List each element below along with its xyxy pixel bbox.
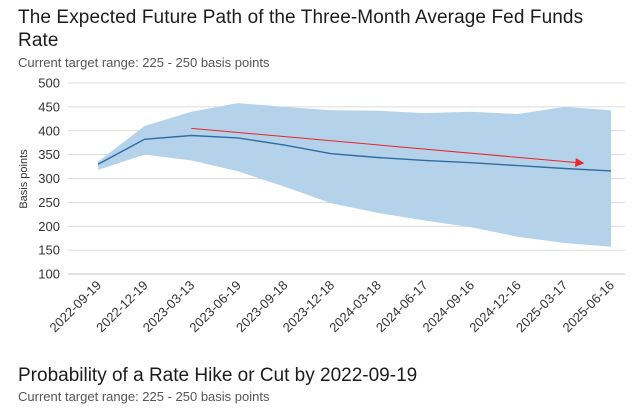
y-tick-label: 500 [38, 76, 60, 91]
fed-funds-path-chart: 100 150 200 250 300 350 400 450 500 Basis points… [18, 76, 625, 336]
trend-arrow-head [575, 157, 585, 167]
y-tick-label: 350 [38, 147, 60, 162]
y-tick-label: 200 [38, 219, 60, 234]
y-tick-label: 100 [38, 267, 60, 282]
y-axis-label: Basis points [18, 149, 30, 209]
y-tick-label: 300 [38, 171, 60, 186]
y-tick-label: 150 [38, 243, 60, 258]
section-title-probability: Probability of a Rate Hike or Cut by 202… [18, 365, 418, 386]
expected-path-line [97, 134, 612, 172]
trend-arrow-shaft [191, 127, 579, 164]
y-tick-label: 250 [38, 195, 60, 210]
section-subtitle-probability: Current target range: 225 - 250 basis po… [18, 389, 270, 404]
chart-title: The Expected Future Path of the Three-Mo… [18, 7, 584, 51]
confidence-band [98, 103, 611, 247]
y-tick-label: 400 [38, 123, 60, 138]
y-tick-label: 450 [38, 99, 60, 114]
chart-subtitle: Current target range: 225 - 250 basis po… [18, 55, 270, 70]
x-axis-ticks: 2022-09-192022-12-192023-03-132023-06-19… [46, 278, 617, 336]
y-axis-ticks: 100 150 200 250 300 350 400 450 500 [38, 76, 60, 282]
trend-arrow [191, 127, 585, 167]
